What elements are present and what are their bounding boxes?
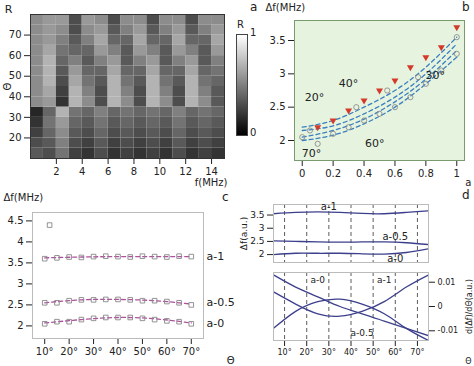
svg-text:60°: 60° xyxy=(158,346,176,357)
svg-text:a-0: a-0 xyxy=(311,275,326,285)
svg-text:20°: 20° xyxy=(300,348,314,357)
svg-text:70°: 70° xyxy=(302,147,322,160)
svg-text:8: 8 xyxy=(131,166,137,177)
svg-text:a-0: a-0 xyxy=(207,317,225,330)
svg-text:a-1: a-1 xyxy=(377,275,392,285)
svg-text:30°: 30° xyxy=(85,346,103,357)
svg-text:40°: 40° xyxy=(339,77,359,90)
svg-text:10: 10 xyxy=(153,166,166,177)
svg-text:60: 60 xyxy=(9,50,22,61)
svg-text:a-0.5: a-0.5 xyxy=(207,296,235,309)
svg-text:R: R xyxy=(5,3,13,16)
html-text:b: b xyxy=(462,0,470,14)
svg-text:a-0.5: a-0.5 xyxy=(351,328,374,338)
svg-text:2: 2 xyxy=(259,249,265,259)
svg-text:2: 2 xyxy=(53,166,59,177)
svg-text:a: a xyxy=(465,177,471,188)
svg-text:Δf(MHz): Δf(MHz) xyxy=(266,2,306,13)
svg-text:2.5: 2.5 xyxy=(250,236,264,246)
svg-text:a-0.5: a-0.5 xyxy=(382,231,408,242)
svg-text:3.5: 3.5 xyxy=(250,210,264,220)
svg-text:3: 3 xyxy=(279,68,285,79)
svg-text:4: 4 xyxy=(79,166,85,177)
svg-text:60°: 60° xyxy=(388,348,402,357)
svg-text:0.8: 0.8 xyxy=(418,168,434,179)
svg-text:14: 14 xyxy=(205,166,218,177)
svg-text:a-1: a-1 xyxy=(321,201,337,212)
svg-text:2: 2 xyxy=(279,135,285,146)
svg-text:0.2: 0.2 xyxy=(325,168,341,179)
svg-text:Δf(a.u.): Δf(a.u.) xyxy=(239,217,249,250)
svg-text:6: 6 xyxy=(105,166,111,177)
svg-text:0: 0 xyxy=(299,168,305,179)
svg-text:0.01: 0.01 xyxy=(438,278,456,287)
svg-text:f(MHz): f(MHz) xyxy=(195,177,228,188)
svg-text:4: 4 xyxy=(17,236,23,247)
svg-text:Δf(MHz): Δf(MHz) xyxy=(4,192,44,203)
svg-text:d(Δf)/dΘ(a.u.): d(Δf)/dΘ(a.u.) xyxy=(465,279,474,334)
svg-text:70: 70 xyxy=(9,29,22,40)
svg-text:50: 50 xyxy=(9,70,22,81)
svg-text:50°: 50° xyxy=(366,348,380,357)
html-text:d: d xyxy=(462,188,470,202)
svg-text:3.5: 3.5 xyxy=(8,257,24,268)
html-text:0: 0 xyxy=(250,127,257,138)
svg-text:10°: 10° xyxy=(36,346,54,357)
svg-text:2.5: 2.5 xyxy=(270,101,286,112)
svg-text:3.5: 3.5 xyxy=(270,35,286,46)
svg-text:30: 30 xyxy=(9,112,22,123)
svg-text:30°: 30° xyxy=(322,348,336,357)
html-text:a: a xyxy=(250,0,258,14)
svg-text:0.6: 0.6 xyxy=(387,168,403,179)
html-text:1: 1 xyxy=(250,27,257,38)
svg-text:1: 1 xyxy=(454,168,460,179)
svg-text:20: 20 xyxy=(9,132,22,143)
svg-text:a-0: a-0 xyxy=(387,253,403,264)
svg-text:a-1: a-1 xyxy=(207,250,225,263)
svg-text:Θ: Θ xyxy=(465,357,471,366)
svg-text:40°: 40° xyxy=(344,348,358,357)
svg-text:20°: 20° xyxy=(305,91,325,104)
svg-text:12: 12 xyxy=(179,166,192,177)
svg-text:70°: 70° xyxy=(410,348,424,357)
svg-text:3: 3 xyxy=(17,278,23,289)
svg-text:20°: 20° xyxy=(60,346,78,357)
svg-text:0.4: 0.4 xyxy=(356,168,372,179)
svg-text:4.5: 4.5 xyxy=(8,215,24,226)
svg-text:10°: 10° xyxy=(277,348,291,357)
svg-text:3: 3 xyxy=(259,223,265,233)
html-text:R: R xyxy=(237,19,244,30)
svg-text:-0.01: -0.01 xyxy=(438,326,459,335)
svg-text:Θ: Θ xyxy=(227,355,235,366)
svg-text:60°: 60° xyxy=(365,137,385,150)
svg-text:40°: 40° xyxy=(109,346,127,357)
svg-text:0: 0 xyxy=(438,302,443,311)
svg-text:70°: 70° xyxy=(182,346,200,357)
svg-text:2: 2 xyxy=(17,320,23,331)
html-text:c: c xyxy=(222,190,229,204)
svg-text:50°: 50° xyxy=(134,346,152,357)
svg-text:30°: 30° xyxy=(425,69,445,82)
svg-text:Θ: Θ xyxy=(2,82,13,90)
svg-text:40: 40 xyxy=(9,91,22,102)
svg-text:2.5: 2.5 xyxy=(8,299,24,310)
